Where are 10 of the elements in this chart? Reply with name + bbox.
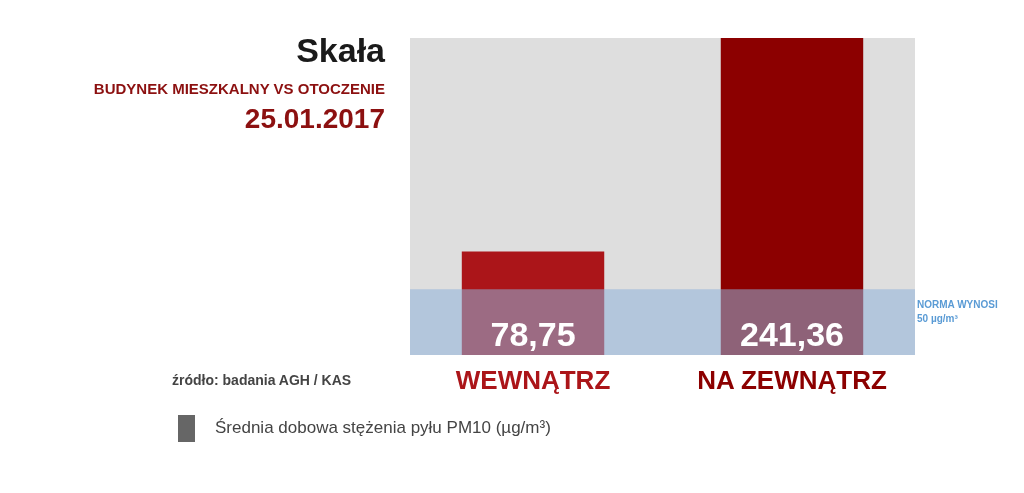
band-label: NORMA WYNOSI 50 µg/m³: [917, 299, 998, 324]
text: BUDYNEK MIESZKALNY VS OTOCZENIE: [93, 80, 385, 97]
data-label: 78,75: [490, 315, 576, 353]
x-tick-label: NA ZEWNĄTRZ: [697, 364, 887, 395]
text: Średnia dobowa stężenia pyłu PM10 (µg/m³): [215, 418, 551, 437]
chart-title: Skała: [296, 31, 387, 69]
data-label: 241,36: [739, 315, 844, 353]
text: źródło: badania AGH / KAS: [172, 372, 352, 388]
text: 25.01.2017: [244, 103, 385, 134]
x-tick-label: WEWNĄTRZ: [455, 364, 611, 395]
